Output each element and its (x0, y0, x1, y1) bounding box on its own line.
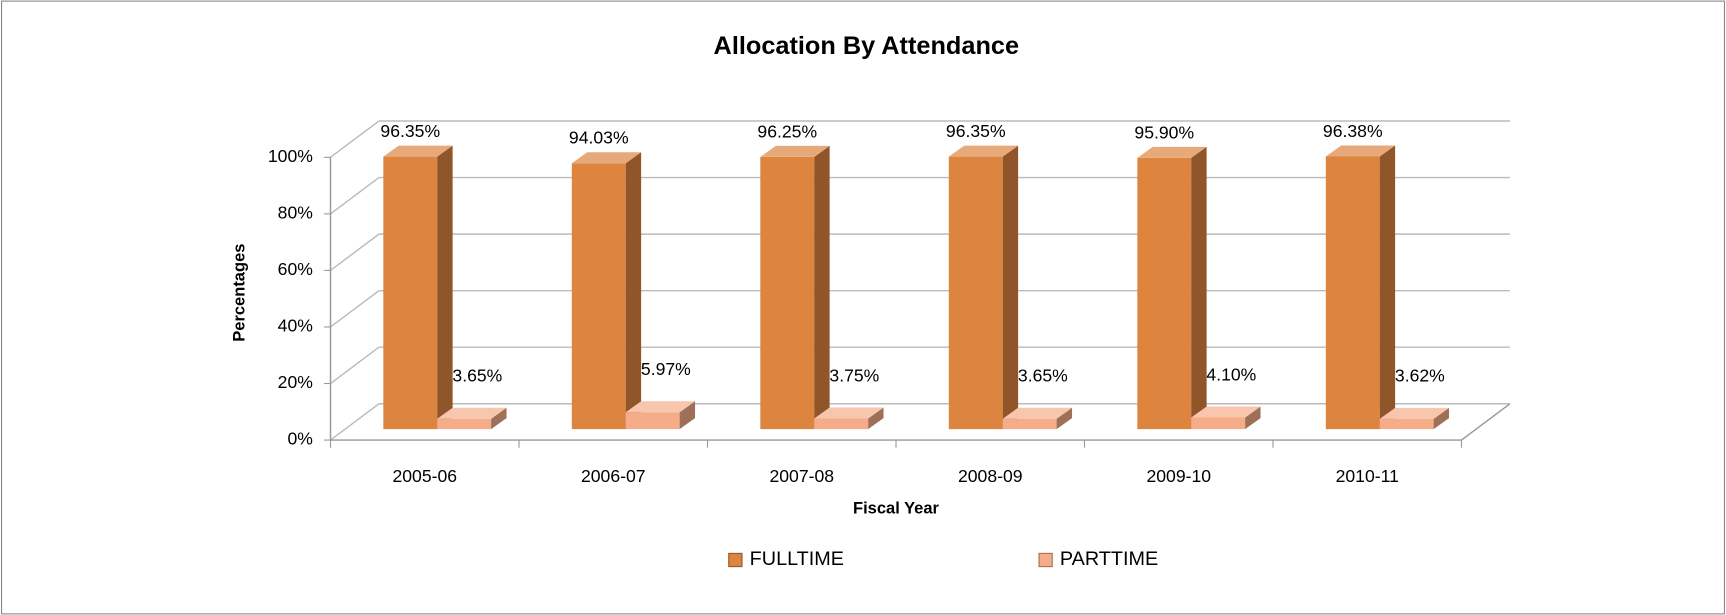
x-tick-label: 2007-08 (769, 466, 834, 486)
bar (1002, 407, 1073, 430)
grid-line-side (330, 403, 380, 441)
bar-side (868, 407, 884, 430)
bar-side (814, 145, 830, 430)
bar (1137, 146, 1207, 430)
bar-top (571, 152, 642, 164)
bar (437, 407, 507, 430)
grid-line-side (330, 120, 380, 158)
bar-side (679, 401, 696, 430)
data-label: 3.65% (452, 366, 502, 386)
bar-front (1137, 157, 1192, 430)
grid-line-side (330, 290, 380, 328)
x-tick-label: 2008-09 (958, 466, 1023, 486)
y-tick-label: 0% (287, 429, 313, 449)
bar-front (760, 156, 815, 430)
y-tick-label: 60% (278, 259, 314, 279)
bar (760, 145, 830, 430)
bar-top (437, 407, 507, 419)
data-label: 96.35% (946, 121, 1006, 141)
bar-top (1137, 146, 1207, 158)
bar-front (437, 418, 492, 430)
data-label: 5.97% (641, 359, 691, 379)
floor-edge (1461, 403, 1511, 441)
bar-front (1002, 418, 1057, 430)
bar-front (948, 156, 1003, 430)
legend-swatch (728, 552, 743, 568)
chart-title: Allocation By Attendance (714, 32, 1019, 60)
bar-top (1325, 145, 1396, 157)
y-tick-label: 20% (278, 372, 314, 392)
data-label: 3.65% (1018, 366, 1068, 386)
bar-front (814, 418, 869, 430)
bar (1325, 145, 1396, 430)
bar-side (1056, 407, 1073, 430)
data-label: 3.62% (1395, 366, 1445, 386)
bar-front (383, 156, 438, 430)
bar-front (625, 412, 680, 430)
bar (383, 145, 453, 430)
y-tick-label: 80% (278, 203, 314, 223)
bar (625, 401, 696, 430)
bar-side (1245, 406, 1261, 430)
legend-label: FULLTIME (750, 548, 844, 570)
bar (1379, 407, 1450, 430)
data-label: 94.03% (569, 128, 629, 148)
grid-line-side (330, 233, 380, 271)
bar (571, 152, 642, 430)
x-axis-label: Fiscal Year (853, 500, 940, 518)
bar-top (625, 401, 696, 413)
bar-side (1379, 145, 1396, 430)
bar-side (625, 152, 642, 430)
data-label: 4.10% (1206, 364, 1256, 384)
bar-top (1191, 406, 1261, 418)
bar-side (491, 407, 507, 430)
x-tick-label: 2009-10 (1146, 466, 1211, 486)
data-label: 96.35% (380, 121, 440, 141)
bar (948, 145, 1019, 430)
bar-top (1379, 407, 1450, 419)
data-label: 3.75% (829, 365, 879, 385)
bar-side (437, 145, 453, 430)
bar (814, 407, 884, 430)
x-tick-label: 2005-06 (392, 466, 457, 486)
bar-side (1191, 146, 1207, 430)
bar-side (1433, 407, 1450, 430)
bar-top (814, 407, 884, 419)
grid-line-side (330, 346, 380, 385)
bar (1191, 406, 1261, 430)
legend-label: PARTTIME (1060, 548, 1158, 570)
y-tick-label: 40% (278, 316, 314, 336)
bar-top (1002, 407, 1073, 419)
y-axis-label: Percentages (231, 244, 249, 342)
bar-top (760, 145, 830, 157)
bar-front (1325, 156, 1380, 430)
x-tick-label: 2006-07 (581, 466, 646, 486)
bar-side (1002, 145, 1019, 430)
bar-top (383, 145, 453, 157)
data-label: 95.90% (1134, 122, 1194, 142)
legend-swatch (1038, 552, 1053, 568)
x-tick-label: 2010-11 (1336, 466, 1399, 486)
bar-front (571, 163, 626, 430)
data-label: 96.38% (1323, 121, 1383, 141)
data-label: 96.25% (757, 121, 817, 141)
y-tick-label: 100% (268, 146, 313, 166)
bar-top (948, 145, 1019, 157)
bar-front (1379, 418, 1434, 430)
grid-line-side (330, 176, 380, 215)
bar-front (1191, 417, 1246, 430)
